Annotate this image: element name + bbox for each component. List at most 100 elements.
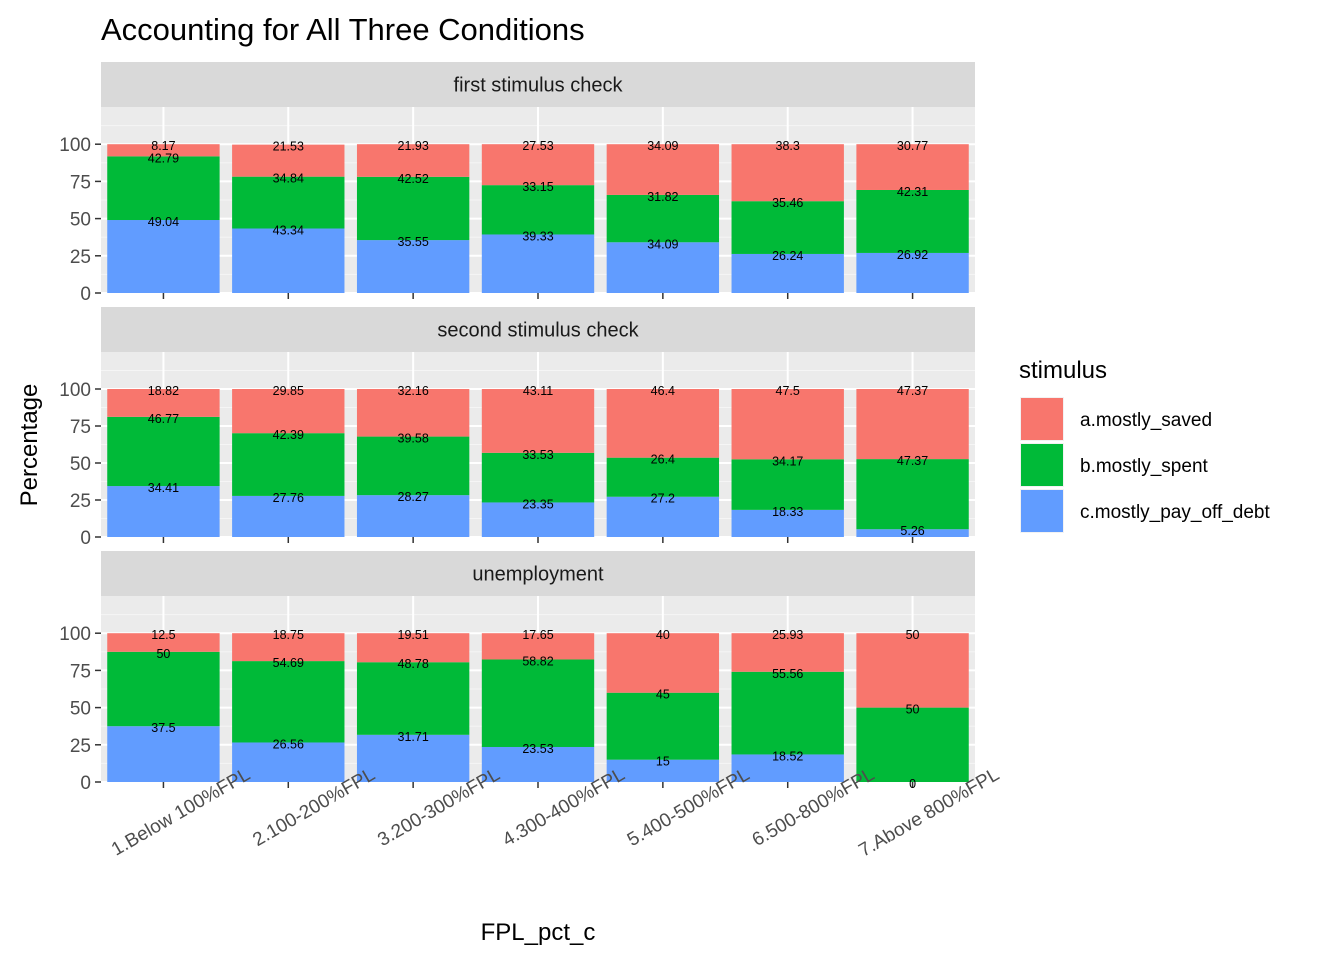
- bar-b-mostly-spent-1: [107, 651, 220, 727]
- y-tick-label: 0: [80, 284, 91, 305]
- y-tick-label: 0: [80, 528, 91, 549]
- bar-c-mostly-pay-off-debt-2: [232, 742, 345, 782]
- data-label: 27.2: [651, 492, 675, 506]
- data-label: 18.82: [148, 384, 179, 398]
- data-label: 34.84: [273, 172, 304, 186]
- bar-c-mostly-pay-off-debt-6: [731, 754, 844, 782]
- legend-swatch-a-mostly-saved: [1021, 398, 1063, 440]
- y-tick-label: 50: [70, 210, 91, 231]
- legend-entry: a.mostly_saved: [1080, 410, 1212, 431]
- data-label: 26.4: [651, 453, 675, 467]
- data-label: 29.85: [273, 384, 304, 398]
- facet-strip: [101, 62, 975, 107]
- bar-a-mostly-saved-6: [731, 633, 844, 672]
- data-label: 42.31: [897, 185, 928, 199]
- data-label: 58.82: [522, 654, 553, 668]
- bar-a-mostly-saved-1: [107, 144, 220, 157]
- data-label: 35.46: [772, 196, 803, 210]
- bar-a-mostly-saved-6: [731, 144, 844, 202]
- bar-b-mostly-spent-5: [606, 194, 720, 243]
- bar-c-mostly-pay-off-debt-1: [107, 486, 220, 537]
- y-tick-label: 100: [59, 135, 91, 156]
- bar-c-mostly-pay-off-debt-3: [356, 495, 470, 537]
- bar-c-mostly-pay-off-debt-3: [356, 240, 470, 293]
- data-label: 34.41: [148, 481, 179, 495]
- legend-entry: c.mostly_pay_off_debt: [1080, 502, 1270, 523]
- data-label: 50: [156, 647, 170, 661]
- bar-c-mostly-pay-off-debt-7: [856, 252, 969, 293]
- bar-c-mostly-pay-off-debt-1: [107, 726, 220, 782]
- y-tick-label: 75: [70, 417, 91, 438]
- bar-a-mostly-saved-3: [356, 388, 470, 437]
- bar-b-mostly-spent-5: [606, 692, 720, 760]
- bar-c-mostly-pay-off-debt-1: [107, 220, 220, 293]
- bar-c-mostly-pay-off-debt-5: [606, 242, 720, 293]
- bar-c-mostly-pay-off-debt-4: [481, 746, 595, 782]
- data-label: 48.78: [398, 657, 429, 671]
- bar-b-mostly-spent-2: [232, 433, 345, 496]
- bar-a-mostly-saved-1: [107, 633, 220, 652]
- data-label: 18.33: [772, 505, 803, 519]
- x-axis-title: FPL_pct_c: [481, 919, 596, 946]
- data-label: 55.56: [772, 667, 803, 681]
- data-label: 12.5: [151, 628, 175, 642]
- data-label: 54.69: [273, 656, 304, 670]
- data-label: 46.4: [651, 384, 675, 398]
- data-label: 47.37: [897, 384, 928, 398]
- y-tick-label: 100: [59, 624, 91, 645]
- bar-b-mostly-spent-6: [731, 671, 844, 755]
- bar-c-mostly-pay-off-debt-4: [481, 502, 595, 537]
- y-tick-label: 0: [80, 773, 91, 794]
- facet-strip: [101, 551, 975, 596]
- bar-b-mostly-spent-7: [856, 459, 969, 530]
- bar-a-mostly-saved-6: [731, 389, 844, 460]
- data-label: 0: [909, 777, 916, 791]
- bar-b-mostly-spent-5: [606, 457, 720, 497]
- bar-a-mostly-saved-3: [356, 144, 470, 177]
- bar-b-mostly-spent-2: [232, 661, 345, 743]
- bar-a-mostly-saved-4: [481, 633, 595, 660]
- data-label: 27.53: [522, 139, 553, 153]
- data-label: 26.92: [897, 248, 928, 262]
- bar-b-mostly-spent-3: [356, 436, 470, 496]
- y-tick-label: 50: [70, 699, 91, 720]
- bar-b-mostly-spent-3: [356, 176, 470, 241]
- data-label: 15: [656, 755, 670, 769]
- data-label: 32.16: [398, 384, 429, 398]
- data-label: 50: [906, 628, 920, 642]
- y-tick-label: 75: [70, 172, 91, 193]
- data-label: 18.52: [772, 749, 803, 763]
- bar-a-mostly-saved-1: [107, 389, 220, 417]
- facet-label: second stimulus check: [437, 320, 639, 342]
- data-label: 21.53: [273, 140, 304, 154]
- legend-swatch-c-mostly-pay-off-debt: [1021, 490, 1063, 532]
- bar-c-mostly-pay-off-debt-2: [232, 495, 345, 537]
- bar-a-mostly-saved-7: [856, 633, 969, 708]
- facet-label: first stimulus check: [454, 75, 624, 97]
- bar-a-mostly-saved-2: [232, 144, 345, 177]
- data-label: 46.77: [148, 412, 179, 426]
- data-label: 33.15: [522, 180, 553, 194]
- data-label: 49.04: [148, 215, 179, 229]
- bar-b-mostly-spent-4: [481, 185, 595, 235]
- bar-a-mostly-saved-4: [481, 389, 595, 453]
- data-label: 31.82: [647, 190, 678, 204]
- data-label: 23.35: [522, 497, 553, 511]
- bar-c-mostly-pay-off-debt-6: [731, 253, 844, 293]
- bar-a-mostly-saved-7: [856, 389, 969, 460]
- bar-a-mostly-saved-2: [232, 633, 345, 662]
- bar-b-mostly-spent-3: [356, 662, 470, 735]
- bar-a-mostly-saved-3: [356, 633, 470, 663]
- legend-title: stimulus: [1019, 357, 1107, 384]
- data-label: 19.51: [398, 628, 429, 642]
- data-label: 17.65: [522, 628, 553, 642]
- data-label: 27.76: [273, 491, 304, 505]
- data-label: 31.71: [398, 730, 429, 744]
- bar-a-mostly-saved-4: [481, 144, 595, 186]
- legend-swatch-b-mostly-spent: [1021, 444, 1063, 486]
- data-label: 40: [656, 628, 670, 642]
- bar-b-mostly-spent-7: [856, 707, 969, 782]
- bar-a-mostly-saved-7: [856, 144, 969, 190]
